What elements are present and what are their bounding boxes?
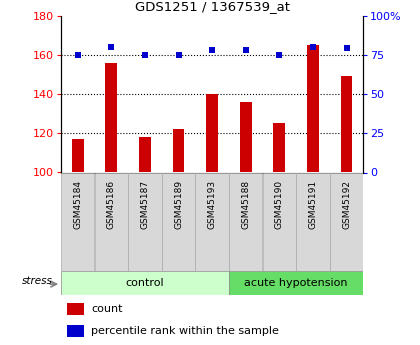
Text: percentile rank within the sample: percentile rank within the sample <box>91 326 279 336</box>
Point <box>108 44 115 50</box>
Bar <box>330 172 363 271</box>
Text: GSM45187: GSM45187 <box>140 180 150 229</box>
Point <box>343 46 350 51</box>
Point <box>74 52 81 58</box>
Text: stress: stress <box>21 276 52 286</box>
Bar <box>341 76 352 172</box>
Bar <box>105 62 117 172</box>
Bar <box>173 129 184 172</box>
Text: GSM45189: GSM45189 <box>174 180 183 229</box>
Bar <box>128 172 162 271</box>
Bar <box>67 303 84 315</box>
Bar <box>61 271 229 295</box>
Text: control: control <box>126 278 164 288</box>
Bar <box>72 139 84 172</box>
Bar <box>162 172 195 271</box>
Bar <box>94 172 128 271</box>
Point <box>142 52 148 58</box>
Text: count: count <box>91 304 123 314</box>
Bar <box>296 172 330 271</box>
Title: GDS1251 / 1367539_at: GDS1251 / 1367539_at <box>134 0 290 13</box>
Text: GSM45193: GSM45193 <box>207 180 217 229</box>
Bar <box>262 172 296 271</box>
Point <box>276 52 283 58</box>
Text: GSM45192: GSM45192 <box>342 180 351 229</box>
Point <box>175 52 182 58</box>
Text: GSM45188: GSM45188 <box>241 180 250 229</box>
Point <box>310 44 316 50</box>
Bar <box>229 172 262 271</box>
Bar <box>307 45 319 172</box>
Bar <box>195 172 229 271</box>
Bar <box>206 94 218 172</box>
Point <box>209 47 215 53</box>
Bar <box>240 102 252 172</box>
Text: GSM45186: GSM45186 <box>107 180 116 229</box>
Bar <box>273 124 285 172</box>
Point <box>242 47 249 53</box>
Text: GSM45184: GSM45184 <box>73 180 82 229</box>
Text: GSM45191: GSM45191 <box>308 180 318 229</box>
Bar <box>229 271 363 295</box>
Text: acute hypotension: acute hypotension <box>244 278 348 288</box>
Bar <box>139 137 151 172</box>
Text: GSM45190: GSM45190 <box>275 180 284 229</box>
Bar <box>67 325 84 337</box>
Bar <box>61 172 94 271</box>
